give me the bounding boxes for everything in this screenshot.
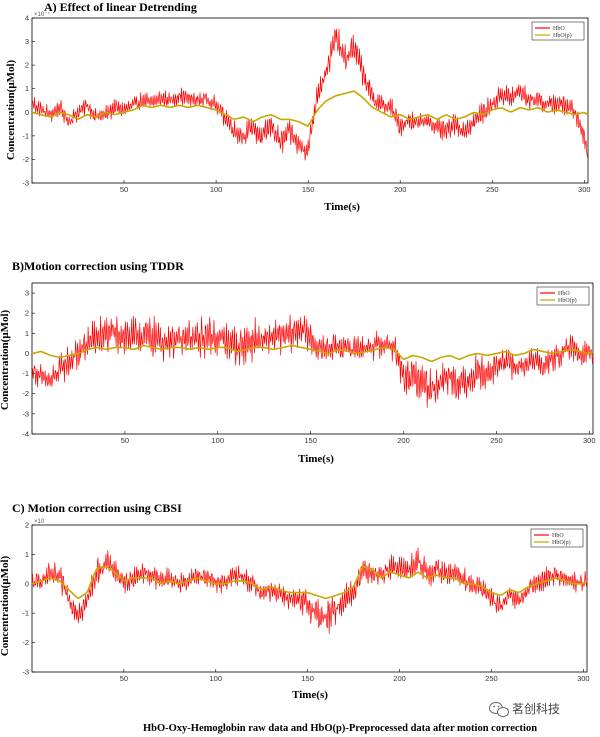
panel-b-ylabel: Concentration(μMol) (0, 310, 11, 411)
y-tick-label: 2 (25, 61, 29, 70)
y-tick-label: -1 (22, 609, 29, 618)
panel-b-xlabel: Time(s) (298, 453, 334, 465)
x-tick-label: 200 (397, 436, 410, 445)
panel-a-plot: ×10⁻⁷ 50 100 150 200 250 300 -3 -2 -1 0 1 2 3 4 HbOHbO(… (22, 11, 590, 194)
x-tick-label: 150 (301, 674, 314, 683)
legend-label: HbO (553, 26, 565, 32)
y-tick-label: -3 (22, 668, 29, 677)
series-line-hbo (31, 314, 594, 408)
legend-label: HbO (552, 533, 564, 539)
panel-a-title: A) Effect of linear Detrending (44, 0, 197, 14)
x-tick-label: 300 (578, 185, 591, 194)
y-tick-label: 3 (25, 289, 29, 298)
y-tick-label: -2 (22, 638, 29, 647)
x-tick-label: 100 (210, 185, 223, 194)
axis-exponent-label: ×10 (34, 519, 45, 525)
y-tick-label: -1 (22, 131, 29, 140)
series-line-hbop (31, 90, 589, 127)
y-tick-label: 1 (25, 329, 29, 338)
panel-a-ylabel: Concentration(μMol) (5, 60, 17, 161)
x-tick-label: 200 (394, 185, 407, 194)
panel-c-title: C) Motion correction using CBSI (12, 501, 182, 515)
series-line-hbop (31, 344, 594, 363)
x-tick-label: 250 (486, 185, 499, 194)
panel-c-xlabel: Time(s) (292, 689, 328, 701)
y-tick-label: 3 (25, 37, 29, 46)
x-tick-label: 300 (577, 674, 590, 683)
y-tick-label: 0 (25, 579, 29, 588)
panel-c-ylabel: Concentration(μMol) (0, 556, 11, 657)
x-tick-label: 300 (583, 436, 596, 445)
y-tick-label: -3 (22, 409, 29, 418)
x-tick-label: 50 (120, 674, 128, 683)
figure-caption: HbO-Oxy-Hemoglobin raw data and HbO(p)-P… (143, 723, 537, 734)
y-tick-label: -1 (22, 369, 29, 378)
watermark: 茗创科技 (489, 702, 560, 717)
plot-frame (31, 524, 588, 673)
y-tick-label: 1 (25, 84, 29, 93)
x-tick-label: 150 (304, 436, 317, 445)
x-tick-label: 200 (393, 674, 406, 683)
x-tick-label: 100 (210, 674, 223, 683)
x-tick-label: 150 (302, 185, 315, 194)
y-tick-label: 1 (25, 550, 29, 559)
plot-frame (31, 17, 589, 184)
legend-label: HbO(p) (552, 539, 571, 546)
x-tick-label: 250 (485, 674, 498, 683)
y-tick-label: -4 (22, 430, 29, 439)
axis-exponent-label: ×10⁻⁷ (34, 11, 50, 18)
y-tick-label: -3 (22, 179, 29, 188)
panel-a-xlabel: Time(s) (324, 201, 360, 213)
y-tick-label: 0 (25, 108, 29, 117)
y-tick-label: 4 (25, 14, 29, 23)
y-tick-label: 2 (25, 309, 29, 318)
watermark-text: 茗创科技 (512, 702, 560, 716)
y-tick-label: 2 (25, 521, 29, 530)
legend-label: HbO(p) (558, 297, 577, 304)
x-tick-label: 250 (490, 436, 503, 445)
series-line-hbop (31, 565, 588, 600)
y-tick-label: -2 (22, 389, 29, 398)
y-tick-label: 0 (25, 349, 29, 358)
y-tick-label: -2 (22, 155, 29, 164)
legend-label: HbO(p) (553, 32, 572, 39)
x-tick-label: 50 (120, 185, 128, 194)
panel-b-title: B)Motion correction using TDDR (12, 259, 184, 273)
legend-label: HbO (558, 291, 570, 297)
x-tick-label: 50 (121, 436, 129, 445)
wechat-icon (489, 702, 509, 717)
x-tick-label: 100 (212, 436, 225, 445)
series-line-hbo (31, 547, 588, 634)
